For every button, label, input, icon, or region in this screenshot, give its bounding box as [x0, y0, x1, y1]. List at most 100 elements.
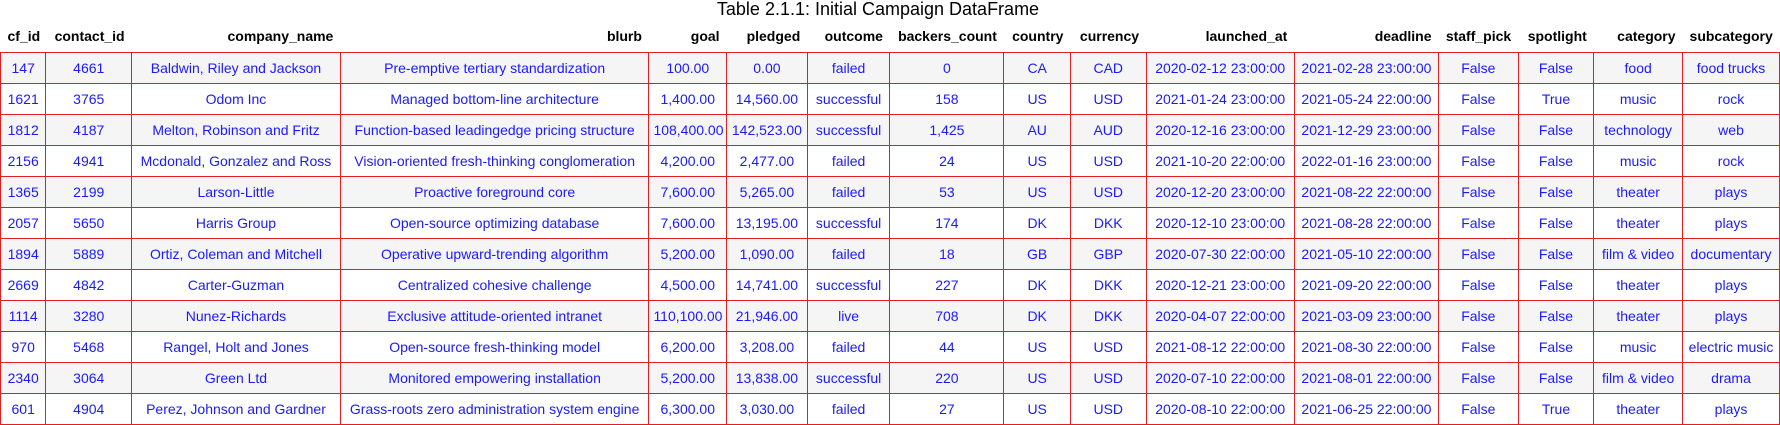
cell-spotlight: False — [1517, 207, 1595, 239]
cell-blurb: Centralized cohesive challenge — [339, 269, 650, 301]
cell-outcome: failed — [806, 145, 891, 177]
cell-goal: 5,200.00 — [648, 362, 728, 394]
cell-country: DK — [1003, 207, 1071, 239]
cell-cf-id: 2669 — [0, 269, 47, 301]
cell-contact-id: 3765 — [45, 83, 133, 115]
cell-staff-pick: False — [1438, 114, 1519, 146]
cell-spotlight: False — [1517, 269, 1595, 301]
cell-country: DK — [1003, 300, 1071, 332]
cell-goal: 6,300.00 — [648, 393, 728, 425]
cell-spotlight: False — [1517, 331, 1595, 363]
table-row: 1894 5889 Ortiz, Coleman and Mitchell Opera… — [0, 238, 1780, 270]
cell-launched-at: 2021-10-20 22:00:00 — [1145, 145, 1295, 177]
table-row: 2340 3064 Green Ltd Monitored empowering in… — [0, 362, 1780, 394]
cell-pledged: 2,477.00 — [726, 145, 808, 177]
cell-company-name: Odom Inc — [131, 83, 341, 115]
cell-company-name: Carter-Guzman — [131, 269, 341, 301]
cell-company-name: Larson-Little — [131, 176, 341, 208]
cell-launched-at: 2020-02-12 23:00:00 — [1145, 52, 1295, 84]
cell-cf-id: 970 — [0, 331, 47, 363]
cell-category: technology — [1593, 114, 1684, 146]
cell-launched-at: 2020-12-10 23:00:00 — [1145, 207, 1295, 239]
cell-company-name: Perez, Johnson and Gardner — [131, 393, 341, 425]
column-header-pledged: pledged — [746, 28, 801, 44]
cell-outcome: failed — [806, 331, 891, 363]
cell-deadline: 2021-09-20 22:00:00 — [1293, 269, 1440, 301]
cell-pledged: 5,265.00 — [726, 176, 808, 208]
cell-deadline: 2021-02-28 23:00:00 — [1293, 52, 1440, 84]
cell-subcategory: food trucks — [1682, 52, 1780, 84]
cell-currency: USD — [1069, 393, 1147, 425]
cell-deadline: 2021-08-28 22:00:00 — [1293, 207, 1440, 239]
cell-backers-count: 227 — [889, 269, 1005, 301]
cell-pledged: 1,090.00 — [726, 238, 808, 270]
cell-outcome: live — [806, 300, 891, 332]
cell-blurb: Open-source optimizing database — [339, 207, 650, 239]
cell-deadline: 2021-08-01 22:00:00 — [1293, 362, 1440, 394]
column-header-country: country — [1012, 28, 1064, 44]
cell-cf-id: 1621 — [0, 83, 47, 115]
cell-cf-id: 2340 — [0, 362, 47, 394]
cell-country: AU — [1003, 114, 1071, 146]
cell-goal: 110,100.00 — [648, 300, 728, 332]
cell-launched-at: 2020-04-07 22:00:00 — [1145, 300, 1295, 332]
cell-company-name: Baldwin, Riley and Jackson — [131, 52, 341, 84]
cell-backers-count: 44 — [889, 331, 1005, 363]
cell-currency: AUD — [1069, 114, 1147, 146]
cell-contact-id: 5468 — [45, 331, 133, 363]
cell-contact-id: 3064 — [45, 362, 133, 394]
cell-blurb: Function-based leadingedge pricing struc… — [339, 114, 650, 146]
cell-cf-id: 2057 — [0, 207, 47, 239]
cell-subcategory: plays — [1682, 393, 1780, 425]
cell-goal: 4,500.00 — [648, 269, 728, 301]
cell-outcome: failed — [806, 52, 891, 84]
cell-cf-id: 147 — [0, 52, 47, 84]
cell-spotlight: True — [1517, 393, 1595, 425]
cell-spotlight: False — [1517, 114, 1595, 146]
cell-backers-count: 27 — [889, 393, 1005, 425]
cell-deadline: 2021-05-24 22:00:00 — [1293, 83, 1440, 115]
cell-launched-at: 2020-07-10 22:00:00 — [1145, 362, 1295, 394]
cell-deadline: 2021-08-30 22:00:00 — [1293, 331, 1440, 363]
cell-country: DK — [1003, 269, 1071, 301]
cell-staff-pick: False — [1438, 300, 1519, 332]
cell-outcome: successful — [806, 207, 891, 239]
column-header-spotlight: spotlight — [1527, 28, 1587, 44]
cell-currency: DKK — [1069, 269, 1147, 301]
cell-blurb: Operative upward-trending algorithm — [339, 238, 650, 270]
cell-deadline: 2021-06-25 22:00:00 — [1293, 393, 1440, 425]
cell-launched-at: 2020-07-30 22:00:00 — [1145, 238, 1295, 270]
cell-cf-id: 1365 — [0, 176, 47, 208]
cell-category: film & video — [1593, 362, 1684, 394]
cell-launched-at: 2020-08-10 22:00:00 — [1145, 393, 1295, 425]
cell-currency: USD — [1069, 145, 1147, 177]
cell-pledged: 14,741.00 — [726, 269, 808, 301]
cell-outcome: failed — [806, 238, 891, 270]
cell-launched-at: 2020-12-20 23:00:00 — [1145, 176, 1295, 208]
column-header-cf-id: cf_id — [7, 28, 41, 44]
cell-country: CA — [1003, 52, 1071, 84]
cell-contact-id: 5889 — [45, 238, 133, 270]
table-row: 1812 4187 Melton, Robinson and Fritz Functi… — [0, 114, 1780, 146]
column-header-company-name: company_name — [227, 28, 334, 44]
cell-goal: 4,200.00 — [648, 145, 728, 177]
cell-category: music — [1593, 331, 1684, 363]
cell-staff-pick: False — [1438, 362, 1519, 394]
cell-contact-id: 4904 — [45, 393, 133, 425]
cell-pledged: 21,946.00 — [726, 300, 808, 332]
cell-goal: 7,600.00 — [648, 207, 728, 239]
cell-outcome: failed — [806, 176, 891, 208]
cell-spotlight: False — [1517, 52, 1595, 84]
cell-launched-at: 2021-08-12 22:00:00 — [1145, 331, 1295, 363]
cell-backers-count: 53 — [889, 176, 1005, 208]
cell-category: theater — [1593, 269, 1684, 301]
cell-subcategory: rock — [1682, 145, 1780, 177]
cell-subcategory: documentary — [1682, 238, 1780, 270]
cell-blurb: Monitored empowering installation — [339, 362, 650, 394]
cell-goal: 5,200.00 — [648, 238, 728, 270]
cell-spotlight: False — [1517, 176, 1595, 208]
cell-contact-id: 4941 — [45, 145, 133, 177]
table-row: 2669 4842 Carter-Guzman Centralized cohesiv… — [0, 269, 1780, 301]
cell-company-name: Ortiz, Coleman and Mitchell — [131, 238, 341, 270]
